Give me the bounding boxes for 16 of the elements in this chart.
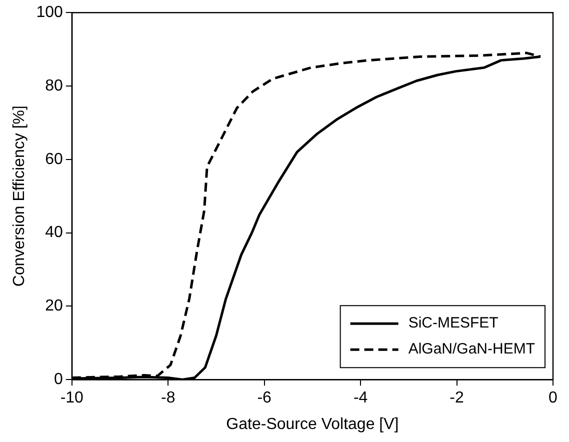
x-tick-label: -4 — [353, 390, 368, 407]
y-tick-label: 60 — [45, 150, 63, 168]
x-axis-title: Gate-Source Voltage [V] — [226, 416, 399, 433]
x-tick-label: -10 — [60, 390, 84, 407]
legend-label: AlGaN/GaN-HEMT — [408, 340, 536, 358]
x-tick-label: 0 — [548, 390, 558, 407]
x-tick-label: -2 — [450, 390, 464, 407]
x-tick-label: -8 — [161, 390, 176, 407]
y-tick-label: 40 — [45, 224, 63, 242]
y-tick-label: 0 — [54, 371, 63, 388]
y-axis-title: Conversion Efficiency [%] — [11, 106, 28, 287]
x-tick-label: -6 — [257, 390, 272, 407]
y-tick-label: 80 — [45, 77, 63, 94]
y-tick-label: 100 — [36, 4, 63, 22]
legend-label: SiC-MESFET — [408, 314, 498, 332]
y-tick-label: 20 — [45, 298, 63, 315]
